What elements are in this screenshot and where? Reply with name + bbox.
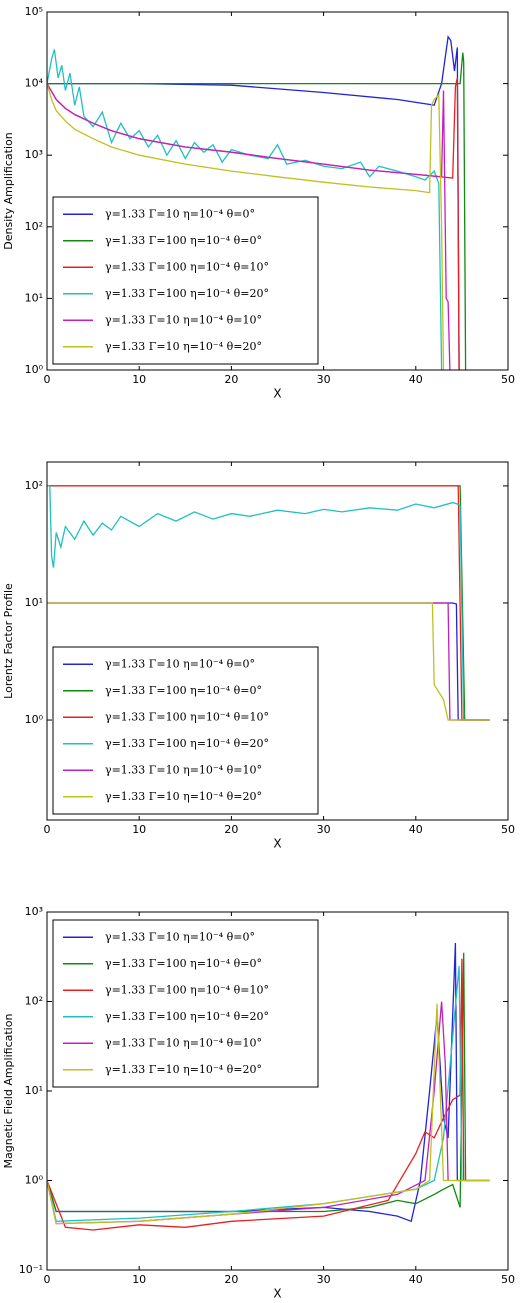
y-tick-label: 10⁴ (25, 77, 44, 90)
x-axis-label: X (273, 1287, 281, 1301)
legend-label: γ=1.33 Γ=100 η=10⁻⁴ θ=20° (105, 287, 269, 300)
series-group (47, 485, 490, 721)
y-tick-label: 10⁰ (25, 363, 44, 376)
legend: γ=1.33 Γ=10 η=10⁻⁴ θ=0° γ=1.33 Γ=100 η=10… (52, 646, 319, 815)
legend-label: γ=1.33 Γ=10 η=10⁻⁴ θ=10° (105, 1036, 262, 1049)
x-tick-label: 20 (224, 1273, 238, 1286)
data-line (47, 52, 467, 370)
y-tick-label: 10⁻¹ (19, 1263, 43, 1276)
legend-label: γ=1.33 Γ=100 η=10⁻⁴ θ=20° (105, 737, 269, 750)
y-tick-label: 10² (25, 995, 43, 1008)
legend-box (52, 919, 319, 1088)
legend-label: γ=1.33 Γ=10 η=10⁻⁴ θ=0° (105, 657, 255, 670)
x-tick-label: 0 (44, 1273, 51, 1286)
legend-label: γ=1.33 Γ=10 η=10⁻⁴ θ=0° (105, 207, 255, 220)
x-tick-label: 40 (409, 823, 423, 836)
legend: γ=1.33 Γ=10 η=10⁻⁴ θ=0° γ=1.33 Γ=100 η=10… (52, 196, 319, 365)
data-line (47, 83, 445, 370)
x-tick-label: 10 (132, 823, 146, 836)
y-tick-label: 10¹ (25, 596, 43, 609)
x-axis-label: X (273, 837, 281, 851)
series-group (47, 35, 467, 370)
y-tick-label: 10¹ (25, 1084, 43, 1097)
legend-label: γ=1.33 Γ=100 η=10⁻⁴ θ=0° (105, 684, 262, 697)
data-line (47, 83, 451, 370)
legend: γ=1.33 Γ=10 η=10⁻⁴ θ=0° γ=1.33 Γ=100 η=10… (52, 919, 319, 1088)
legend-label: γ=1.33 Γ=100 η=10⁻⁴ θ=10° (105, 260, 269, 273)
x-tick-label: 20 (224, 823, 238, 836)
axes-frame (46, 911, 509, 1271)
data-line (47, 485, 465, 721)
x-tick-label: 30 (317, 1273, 331, 1286)
legend-box (52, 196, 319, 365)
x-tick-label: 30 (317, 823, 331, 836)
x-tick-label: 30 (317, 373, 331, 386)
data-line (47, 602, 490, 721)
x-tick-label: 0 (44, 373, 51, 386)
y-tick-label: 10³ (25, 905, 43, 918)
y-tick-label: 10² (25, 479, 43, 492)
data-line (47, 958, 465, 1231)
legend-label: γ=1.33 Γ=10 η=10⁻⁴ θ=0° (105, 930, 255, 943)
legend-label: γ=1.33 Γ=10 η=10⁻⁴ θ=20° (105, 340, 262, 353)
x-tick-label: 0 (44, 823, 51, 836)
legend-label: γ=1.33 Γ=10 η=10⁻⁴ θ=10° (105, 763, 262, 776)
y-tick-label: 10¹ (25, 291, 43, 304)
legend-label: γ=1.33 Γ=100 η=10⁻⁴ θ=10° (105, 983, 269, 996)
data-line (47, 1003, 490, 1225)
legend-label: γ=1.33 Γ=100 η=10⁻⁴ θ=0° (105, 957, 262, 970)
x-tick-label: 50 (501, 373, 515, 386)
series-group (47, 942, 490, 1231)
plot (47, 485, 490, 721)
x-tick-label: 50 (501, 823, 515, 836)
y-tick-label: 10⁰ (25, 1174, 44, 1187)
x-tick-label: 40 (409, 373, 423, 386)
data-line (47, 952, 490, 1213)
x-tick-label: 10 (132, 1273, 146, 1286)
x-tick-label: 40 (409, 1273, 423, 1286)
x-axis-label: X (273, 387, 281, 401)
legend-label: γ=1.33 Γ=10 η=10⁻⁴ θ=10° (105, 313, 262, 326)
y-tick-label: 10³ (25, 148, 43, 161)
x-tick-label: 10 (132, 373, 146, 386)
data-line (47, 49, 443, 370)
y-tick-label: 10⁵ (25, 5, 43, 18)
y-tick-label: 10⁰ (25, 713, 44, 726)
legend-label: γ=1.33 Γ=100 η=10⁻⁴ θ=20° (105, 1010, 269, 1023)
legend-box (52, 646, 319, 815)
y-axis-label: Magnetic Field Amplification (2, 1014, 15, 1169)
y-axis-label: Density Amplification (2, 132, 15, 249)
axes-frame (46, 461, 509, 821)
axes-frame (46, 11, 509, 371)
legend-label: γ=1.33 Γ=10 η=10⁻⁴ θ=20° (105, 790, 262, 803)
y-axis-label: Lorentz Factor Profile (2, 583, 15, 699)
y-tick-label: 10² (25, 220, 43, 233)
legend-label: γ=1.33 Γ=100 η=10⁻⁴ θ=10° (105, 710, 269, 723)
plot (47, 942, 490, 1231)
data-line (47, 35, 460, 370)
x-tick-label: 50 (501, 1273, 515, 1286)
x-tick-label: 20 (224, 373, 238, 386)
plot (47, 35, 467, 370)
legend-label: γ=1.33 Γ=100 η=10⁻⁴ θ=0° (105, 234, 262, 247)
legend-label: γ=1.33 Γ=10 η=10⁻⁴ θ=20° (105, 1063, 262, 1076)
